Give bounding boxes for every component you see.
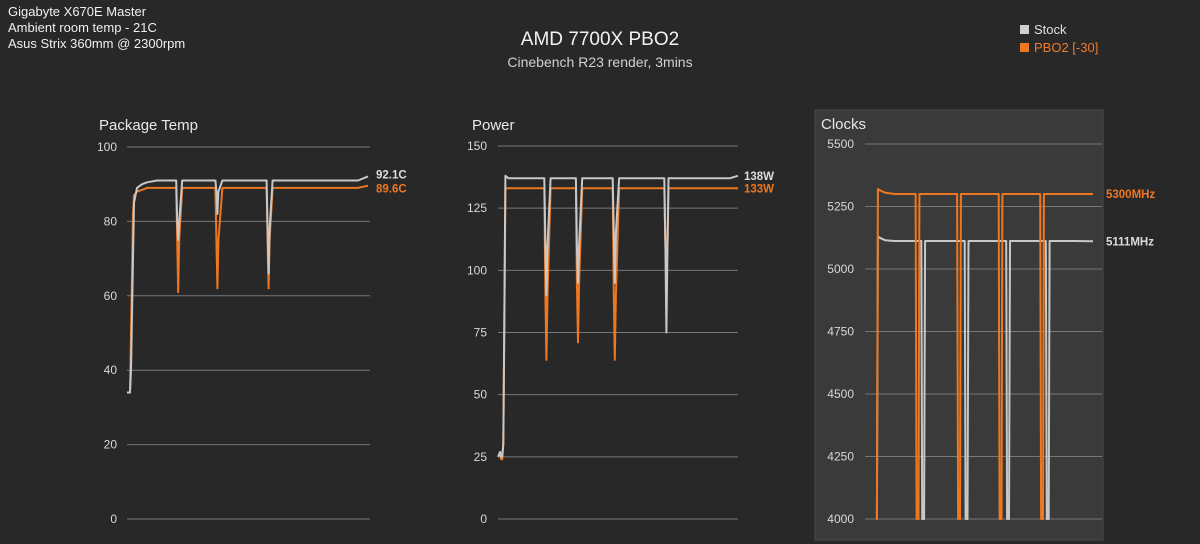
power-tick-label: 100: [467, 263, 487, 277]
sub-title: Cinebench R23 render, 3mins: [507, 54, 693, 70]
legend-item-pbo: PBO2 [-30]: [1020, 38, 1098, 56]
info-ambient-temp: Ambient room temp - 21C: [8, 20, 157, 35]
power-title: Power: [472, 117, 515, 134]
test-setup-info: Gigabyte X670E Master Ambient room temp …: [8, 4, 185, 52]
clocks-highlight-panel: [814, 109, 1104, 541]
clocks-tick-label: 4250: [827, 450, 854, 464]
info-motherboard: Gigabyte X670E Master: [8, 4, 147, 19]
power-end-label-stock: 138W: [744, 171, 774, 183]
power-series-stock: [497, 174, 739, 458]
package-temp-end-label-pbo: 89.6C: [376, 184, 407, 196]
chart-header: AMD 7700X PBO2 Cinebench R23 render, 3mi…: [0, 28, 1200, 71]
package-temp-tick-label: 0: [110, 512, 117, 526]
main-title: AMD 7700X PBO2: [520, 29, 680, 50]
clocks-title: Clocks: [821, 116, 866, 133]
info-cooler: Asus Strix 360mm @ 2300rpm: [8, 36, 186, 51]
clocks-end-label-pbo: 5300MHz: [1106, 189, 1155, 201]
clocks-tick-label: 4500: [827, 387, 854, 401]
legend-swatch-pbo: [1020, 42, 1029, 52]
package-temp-tick-label: 100: [97, 140, 117, 154]
package-temp-tick-label: 60: [104, 289, 118, 303]
package-temp-tick-label: 40: [104, 363, 118, 377]
clocks-tick-label: 5250: [827, 200, 854, 214]
power-tick-label: 25: [474, 450, 488, 464]
power-tick-label: 75: [474, 326, 488, 340]
power-tick-label: 150: [467, 139, 487, 153]
clocks-tick-label: 4750: [827, 325, 854, 339]
legend-label-pbo: PBO2 [-30]: [1034, 39, 1099, 55]
legend-label-stock: Stock: [1034, 21, 1067, 37]
power-tick-label: 50: [474, 388, 488, 402]
package-temp-series-pbo: [127, 184, 369, 394]
clocks-tick-label: 5500: [827, 137, 854, 151]
legend-item-stock: Stock: [1020, 20, 1098, 38]
legend: Stock PBO2 [-30]: [1020, 20, 1098, 56]
package-temp-tick-label: 80: [104, 214, 118, 228]
power-tick-label: 0: [480, 512, 487, 526]
power-series-pbo: [497, 187, 738, 461]
clocks-end-label-stock: 5111MHz: [1106, 236, 1154, 248]
clocks-tick-label: 4000: [827, 512, 854, 526]
clocks-tick-label: 5000: [827, 262, 854, 276]
package-temp-end-label-stock: 92.1C: [376, 169, 407, 181]
package-temp-series-stock: [127, 175, 369, 394]
package-temp-tick-label: 20: [104, 438, 118, 452]
clocks-series-stock: [875, 235, 1094, 520]
clocks-series-pbo: [875, 188, 1093, 520]
package-temp-title: Package Temp: [99, 117, 198, 134]
power-end-label-pbo: 133W: [744, 183, 774, 195]
legend-swatch-stock: [1020, 24, 1029, 34]
power-tick-label: 125: [467, 201, 487, 215]
